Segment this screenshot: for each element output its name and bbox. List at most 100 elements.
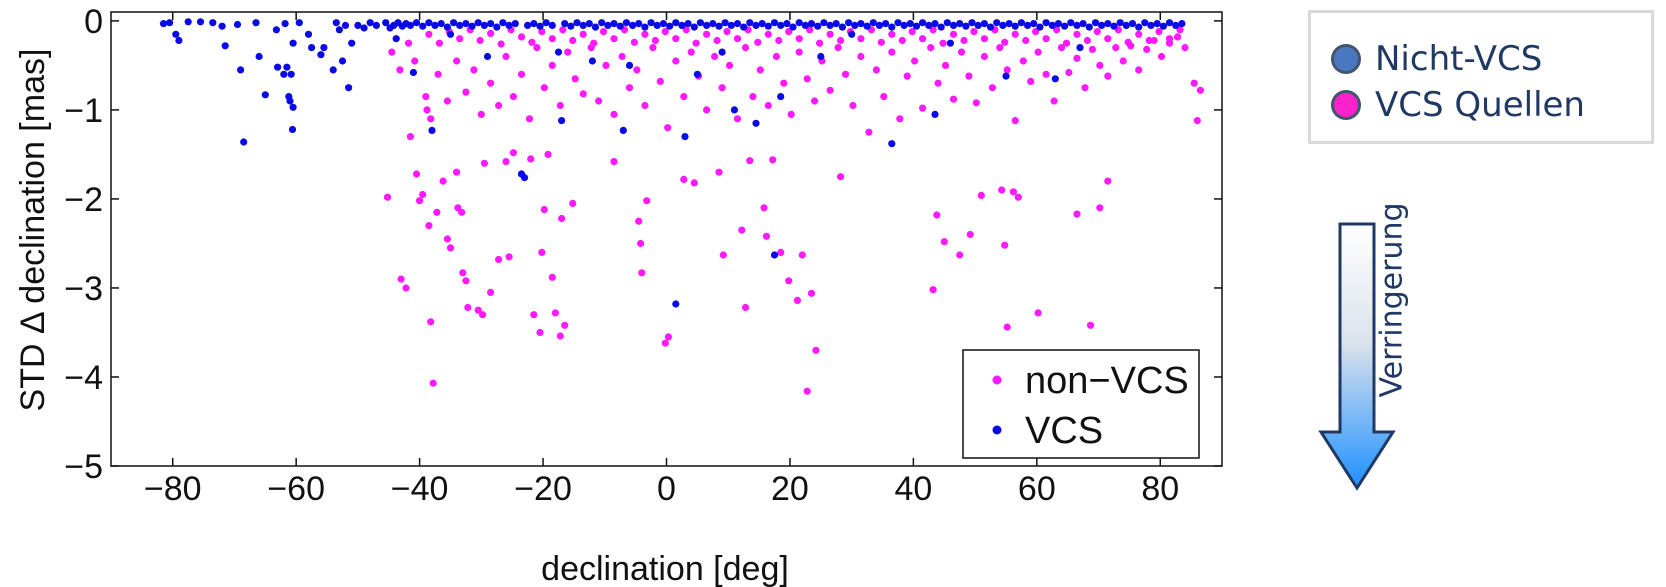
point-non-vcs [749,93,757,101]
point-non-vcs [462,88,470,96]
point-non-vcs [798,251,806,259]
point-non-vcs [610,110,618,118]
point-non-vcs [713,36,721,45]
point-vcs [406,21,414,29]
point-vcs [622,19,631,27]
point-vcs [814,22,822,30]
point-non-vcs [733,35,742,43]
point-vcs [906,20,914,28]
point-vcs [1122,21,1130,29]
point-vcs [1017,19,1025,27]
point-non-vcs [807,289,816,297]
point-non-vcs [446,244,455,252]
point-vcs [740,23,748,31]
point-non-vcs [1088,45,1096,54]
point-vcs [912,22,921,30]
point-non-vcs [453,168,461,176]
point-non-vcs [1011,117,1019,125]
point-non-vcs [402,284,410,292]
point-non-vcs [1009,188,1018,196]
point-vcs [937,23,945,31]
point-vcs [505,21,513,29]
point-non-vcs [569,199,577,207]
point-vcs [409,68,417,77]
point-vcs [783,20,791,28]
point-non-vcs [564,48,572,56]
point-vcs [974,21,982,29]
point-vcs [770,19,779,27]
point-non-vcs [865,128,873,136]
point-non-vcs [741,44,750,52]
point-vcs [1110,22,1118,30]
point-non-vcs [502,52,510,61]
point-non-vcs [1119,57,1127,65]
point-non-vcs [1104,177,1112,185]
point-vcs [693,70,702,78]
point-vcs [1147,21,1155,29]
x-tick-label: 60 [1018,470,1056,508]
point-non-vcs [672,57,680,65]
point-vcs [308,44,316,52]
point-vcs [1104,20,1112,28]
point-vcs [980,20,989,28]
point-vcs [999,21,1007,29]
point-non-vcs [477,110,485,118]
point-vcs [986,23,995,31]
point-non-vcs [474,306,482,314]
point-vcs [329,66,337,74]
point-non-vcs [406,133,414,141]
point-vcs [287,70,295,78]
point-vcs [450,19,458,27]
point-non-vcs [1190,79,1198,87]
point-non-vcs [479,311,487,319]
point-non-vcs [579,90,587,98]
point-non-vcs [411,57,419,65]
point-vcs [703,21,711,29]
point-non-vcs [1086,321,1095,329]
point-non-vcs [692,39,700,47]
point-vcs [718,48,726,56]
point-non-vcs [803,387,811,395]
point-vcs [289,39,297,47]
point-non-vcs [649,44,657,52]
point-vcs [286,97,294,105]
point-non-vcs [787,110,795,118]
point-vcs [1141,19,1149,27]
point-vcs [1002,72,1010,80]
point-vcs [635,20,643,28]
point-non-vcs [495,255,503,264]
point-vcs [252,19,260,27]
point-non-vcs [903,72,911,80]
point-non-vcs [1001,38,1009,46]
point-non-vcs [966,230,974,239]
point-vcs [341,21,350,29]
point-non-vcs [793,296,802,304]
point-vcs [428,126,436,134]
point-vcs [777,93,785,101]
y-tick-label: −4 [64,359,103,397]
point-vcs [746,19,754,27]
legend-label-non-vcs: non−VCS [1025,360,1189,402]
point-non-vcs [977,191,985,199]
point-non-vcs [1042,70,1050,78]
point-non-vcs [422,93,430,101]
point-vcs [345,84,353,92]
x-tick-label: 80 [1141,470,1179,508]
point-non-vcs [1032,28,1040,36]
point-vcs [826,21,834,29]
point-vcs [949,21,958,29]
point-non-vcs [536,328,544,337]
point-non-vcs [1057,44,1066,52]
point-non-vcs [803,75,811,83]
point-non-vcs [544,150,552,158]
point-vcs [591,23,600,31]
point-non-vcs [1196,86,1204,94]
point-non-vcs [427,115,435,123]
point-non-vcs [425,30,433,38]
point-non-vcs [571,75,579,83]
point-non-vcs [453,57,461,65]
point-non-vcs [459,269,467,277]
point-non-vcs [517,33,526,41]
point-non-vcs [929,26,937,34]
point-vcs [1061,22,1069,30]
